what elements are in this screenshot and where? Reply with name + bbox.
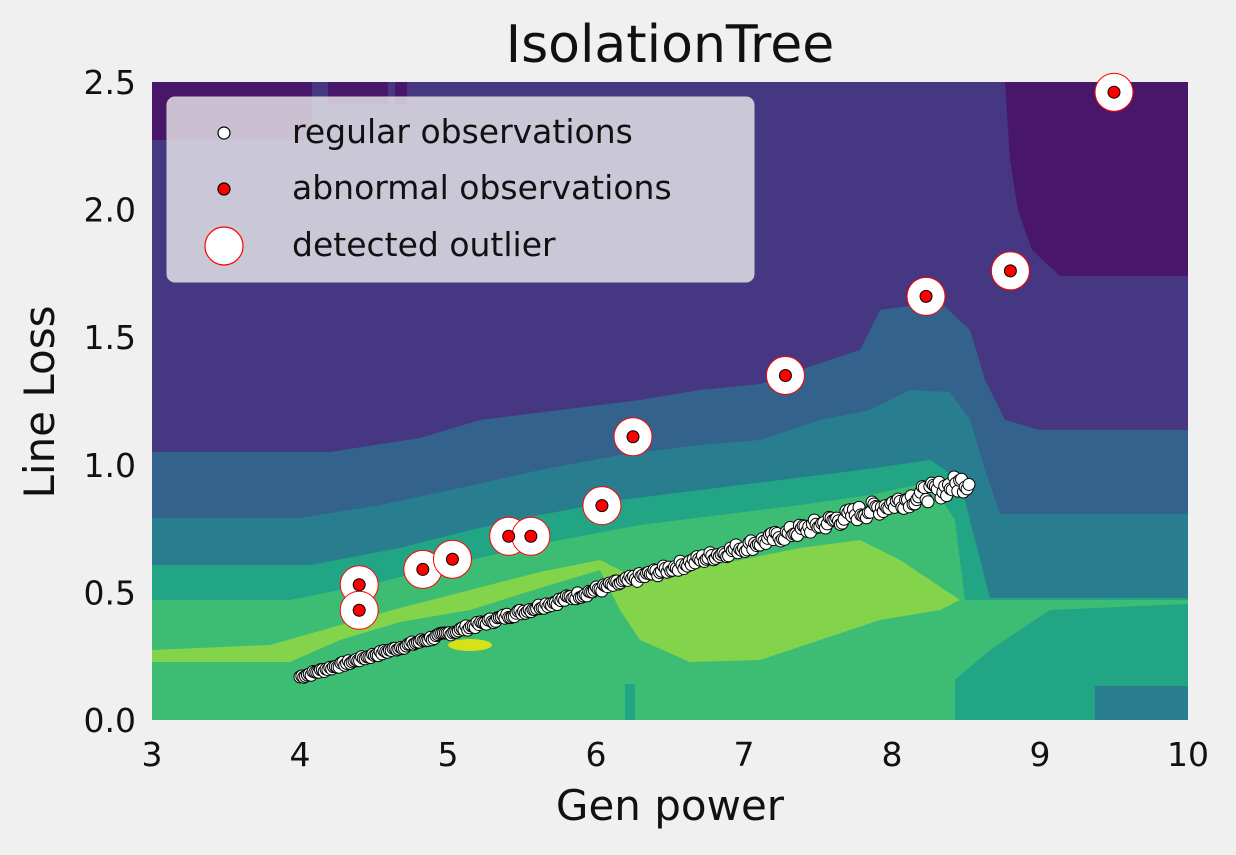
y-axis-ticks: 0.0 0.5 1.0 1.5 2.0 2.5 [84, 63, 136, 740]
legend-abnormal-marker [217, 182, 231, 196]
y-tick-label: 1.0 [84, 446, 136, 485]
legend-outlier-marker [204, 226, 244, 266]
abnormal-observation-point [445, 552, 459, 566]
abnormal-observations-series [352, 85, 1121, 617]
x-tick-label: 9 [1030, 735, 1051, 774]
x-axis-ticks: 3 4 5 6 7 8 9 10 [142, 735, 1210, 774]
y-tick-label: 0.0 [84, 701, 136, 740]
y-tick-label: 1.5 [84, 318, 136, 357]
regular-observation-point [921, 495, 935, 509]
x-tick-label: 8 [882, 735, 903, 774]
legend-regular-marker [217, 126, 231, 140]
y-tick-label: 2.0 [84, 191, 136, 230]
x-tick-label: 3 [142, 735, 163, 774]
abnormal-observation-point [524, 529, 538, 543]
x-axis-label: Gen power [556, 781, 785, 830]
legend-outlier-label: detected outlier [292, 225, 556, 264]
chart-title: IsolationTree [506, 15, 835, 75]
abnormal-observation-point [778, 368, 792, 382]
x-tick-label: 5 [438, 735, 459, 774]
x-tick-label: 10 [1167, 735, 1209, 774]
abnormal-observation-point [502, 529, 516, 543]
legend-box [166, 96, 755, 283]
legend-abnormal-label: abnormal observations [292, 168, 672, 207]
regular-observation-point [962, 477, 976, 491]
x-tick-label: 4 [290, 735, 311, 774]
abnormal-observation-point [919, 289, 933, 303]
abnormal-observation-point [416, 562, 430, 576]
abnormal-observation-point [352, 578, 366, 592]
legend: regular observations abnormal observatio… [166, 96, 755, 283]
abnormal-observation-point [1107, 85, 1121, 99]
abnormal-observation-point [595, 499, 609, 513]
x-tick-label: 6 [586, 735, 607, 774]
x-tick-label: 7 [734, 735, 755, 774]
legend-regular-label: regular observations [292, 112, 633, 151]
y-axis-label: Line Loss [15, 306, 64, 499]
abnormal-observation-point [352, 603, 366, 617]
abnormal-observation-point [626, 430, 640, 444]
regular-observations-series [293, 470, 976, 684]
abnormal-observation-point [1003, 264, 1017, 278]
y-tick-label: 2.5 [84, 63, 136, 102]
y-tick-label: 0.5 [84, 573, 136, 612]
